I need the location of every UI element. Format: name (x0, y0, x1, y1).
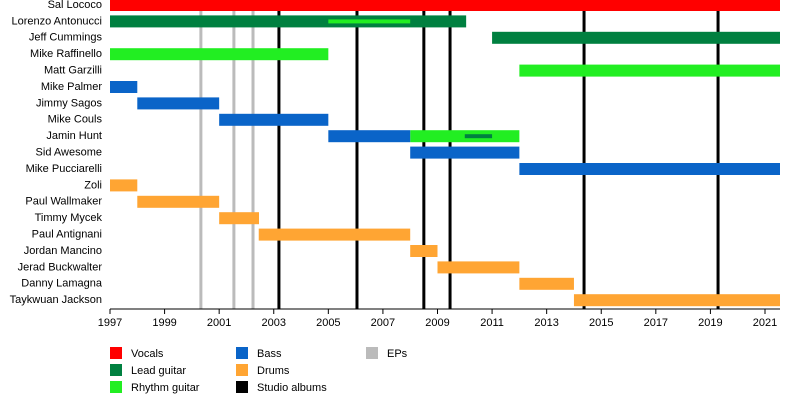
member-label: Lorenzo Antonucci (11, 15, 102, 27)
member-label: Jordan Mancino (24, 245, 102, 257)
legend-label: Drums (257, 365, 290, 377)
legend-swatch (236, 364, 248, 376)
x-tick-label: 2019 (698, 317, 722, 329)
member-bar (492, 31, 780, 44)
x-tick-label: 2009 (425, 317, 449, 329)
member-bar (219, 212, 260, 225)
x-tick-label: 2005 (316, 317, 340, 329)
legend-label: Bass (257, 348, 282, 360)
legend-swatch (110, 381, 122, 393)
member-label: Sid Awesome (36, 147, 102, 159)
member-bar (519, 64, 780, 77)
x-tick-label: 1999 (152, 317, 176, 329)
legend-label: Studio albums (257, 382, 327, 394)
member-label: Mike Couls (48, 114, 103, 126)
member-bar (328, 19, 411, 24)
member-bar (137, 97, 220, 110)
legend-swatch (236, 381, 248, 393)
x-tick-label: 2001 (207, 317, 231, 329)
member-bar (437, 261, 520, 274)
member-bar (258, 228, 411, 241)
legend-label: EPs (387, 348, 408, 360)
x-tick-label: 2017 (644, 317, 668, 329)
member-label: Mike Raffinello (30, 48, 102, 60)
x-tick-label: 2007 (371, 317, 395, 329)
member-label: Jimmy Sagos (36, 97, 103, 109)
member-label: Timmy Mycek (35, 212, 103, 224)
member-bar (110, 15, 467, 28)
member-bar (519, 277, 574, 290)
member-bar (137, 195, 220, 208)
member-label: Jerad Buckwalter (18, 261, 103, 273)
member-bar (110, 179, 138, 192)
member-label: Danny Lamagna (21, 278, 103, 290)
x-tick-label: 2015 (589, 317, 613, 329)
member-bar (410, 146, 520, 159)
legend-label: Lead guitar (131, 365, 186, 377)
x-tick-label: 2021 (753, 317, 777, 329)
member-label: Paul Wallmaker (25, 196, 102, 208)
member-bar (110, 81, 138, 93)
member-bar (110, 48, 329, 61)
legend-label: Vocals (131, 348, 164, 360)
member-bar (573, 294, 780, 307)
member-bar (110, 0, 780, 11)
member-label: Mike Pucciarelli (26, 163, 102, 175)
legend-swatch (236, 347, 248, 359)
member-label: Mike Palmer (41, 81, 102, 93)
member-label: Sal Lococo (48, 0, 102, 11)
member-bar (410, 245, 438, 257)
member-label: Matt Garzilli (44, 65, 102, 77)
x-tick-label: 2003 (262, 317, 286, 329)
member-bar (464, 134, 493, 139)
x-tick-label: 1997 (98, 317, 122, 329)
member-bar (519, 163, 780, 175)
member-label: Taykwuan Jackson (10, 294, 102, 306)
x-tick-label: 2011 (480, 317, 504, 329)
member-label: Zoli (84, 179, 102, 191)
legend-swatch (366, 347, 378, 359)
x-tick-label: 2013 (534, 317, 558, 329)
member-label: Jeff Cummings (29, 32, 103, 44)
member-label: Jamin Hunt (46, 130, 102, 142)
member-bar (219, 113, 329, 126)
legend-swatch (110, 347, 122, 359)
legend-label: Rhythm guitar (131, 382, 200, 394)
member-label: Paul Antignani (32, 229, 102, 241)
member-bar (328, 130, 411, 143)
legend-swatch (110, 364, 122, 376)
